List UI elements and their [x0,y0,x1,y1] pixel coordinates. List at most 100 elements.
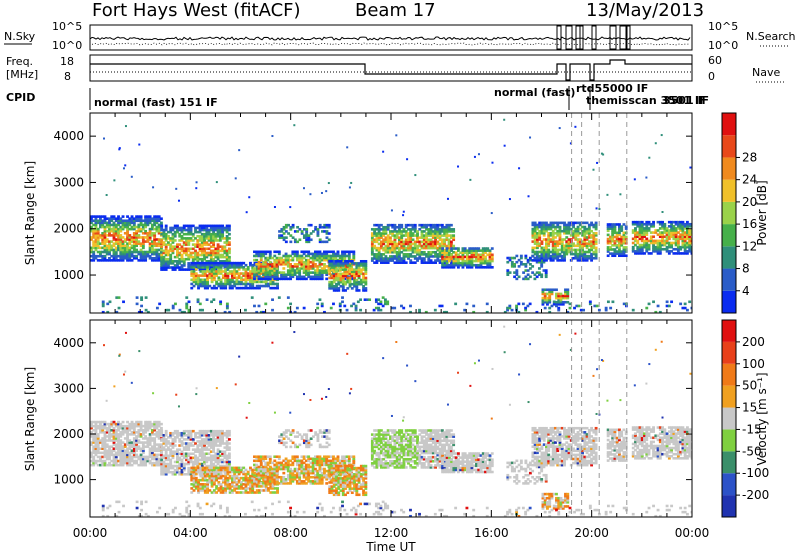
power-cell [452,228,456,231]
cpid-text-2: normal (fast) [494,86,575,99]
power-cell [257,304,261,308]
power-cell [227,247,231,251]
power-cell [162,264,166,267]
power-cell [665,227,669,230]
power-cell [192,280,196,284]
power-cell [323,230,327,233]
power-cell [391,257,395,260]
power-cell [554,250,557,254]
velocity-cell [182,452,186,456]
velocity-cell [110,435,114,438]
power-cell [524,306,528,310]
power-cell [123,248,127,252]
power-cell [313,254,317,258]
power-cell [549,250,553,254]
power-cell [359,262,363,265]
power-cell [407,232,410,235]
power-cell [121,219,125,223]
nsearch-tick-bottom: 10^0 [708,39,738,52]
power-cell [557,303,561,306]
velocity-cell [92,439,96,442]
velocity-cell [128,455,132,459]
power-cell [173,266,177,269]
power-cell [187,300,191,304]
power-cell [576,259,580,262]
power-cell [225,241,229,244]
power-cell [233,261,237,265]
power-cell [565,229,569,233]
power-cell [266,267,270,270]
power-cell [676,250,680,253]
power-cell [235,278,239,282]
velocity-cell [112,437,116,440]
power-cell [173,245,177,248]
power-cell [126,238,129,241]
power-cell [266,265,270,268]
velocity-cell [160,438,164,441]
power-cell [223,247,227,251]
power-cell [427,253,431,256]
power-cell [234,177,237,180]
power-cell [624,248,628,251]
power-cell [318,252,322,256]
power-cell [282,273,286,276]
power-cell [540,254,544,258]
power-cell [594,250,598,254]
power-cell [173,239,177,242]
power-cell [190,274,194,277]
power-cell [404,238,408,242]
power-cell [640,252,644,255]
power-cell [198,308,202,312]
velocity-cell [178,464,182,468]
power-cell [262,267,265,270]
velocity-cell [182,454,186,458]
power-cell [565,242,569,245]
velocity-cell [191,452,195,456]
power-cell [379,240,383,244]
power-cell [171,262,175,265]
velocity-cell [189,429,193,433]
power-cell [338,256,342,260]
power-cell [207,251,211,255]
velocity-cell [114,453,118,457]
power-cell [373,253,377,256]
power-cell [282,232,286,235]
velocity-cell [121,455,125,459]
power-cell [400,238,404,242]
power-cell [468,259,472,263]
velocity-cell [171,452,175,456]
power-cell [581,225,584,229]
power-cell [402,257,406,260]
power-cell [362,264,366,267]
power-cell [169,243,173,246]
power-cell [337,259,341,263]
power-cell [572,248,575,252]
power-cell [477,153,480,156]
velocity-cell [119,447,123,451]
power-cell [490,253,494,257]
power-cell [337,272,341,276]
velocity-cell [185,458,188,462]
power-cell [391,240,395,244]
power-cell [454,259,458,263]
power-cell [271,269,274,272]
power-cell [207,230,211,234]
power-cell [176,251,179,255]
power-cell [144,236,148,239]
power-cell [103,227,107,231]
power-cell [528,302,532,306]
power-cell [506,260,510,264]
velocity-cell [148,435,152,438]
power-cell [121,244,125,248]
power-cell [572,221,575,225]
power-cell [335,287,338,290]
power-cell [328,270,332,273]
velocity-cell [101,428,105,432]
power-cell [273,271,277,274]
power-cell [325,190,328,193]
power-cell [477,255,481,259]
power-cell [286,277,290,281]
power-cell [634,220,637,224]
power-cell [196,257,200,261]
power-cell [162,232,166,236]
